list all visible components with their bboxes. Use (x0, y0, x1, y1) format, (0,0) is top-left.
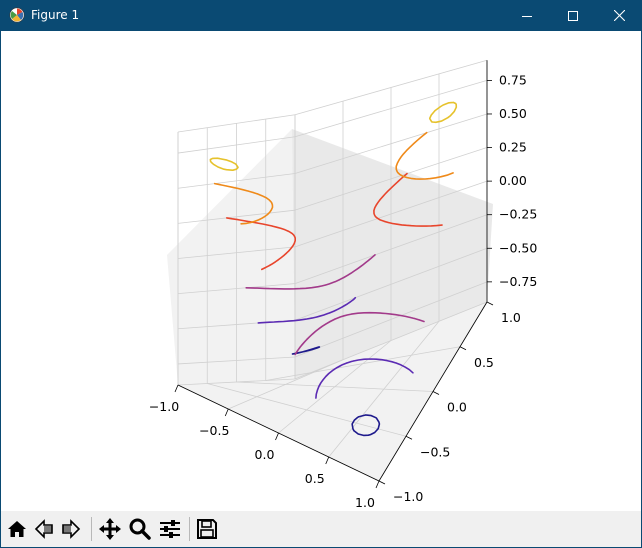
back-arrow-icon (34, 519, 53, 539)
back-grid-line (294, 214, 488, 284)
axis-lines (174, 60, 494, 489)
contour-level-line (257, 296, 414, 399)
forward-button[interactable] (58, 516, 84, 542)
back-button[interactable] (31, 516, 57, 542)
pane-edge (294, 59, 488, 116)
home-button[interactable] (4, 516, 30, 542)
x-tick-mark (275, 432, 279, 441)
z-tick-label: −0.75 (499, 274, 537, 289)
x-tick-mark (174, 384, 179, 393)
y-tick-label: 1.0 (501, 310, 521, 325)
side-grid-line (177, 356, 296, 365)
move-arrows-icon (99, 518, 121, 540)
z-tick-label: 0.50 (499, 106, 527, 121)
matplotlib-logo-icon (9, 7, 25, 23)
maximize-icon (568, 10, 578, 21)
x-tick-label: 1.0 (355, 495, 375, 510)
configure-subplots-button[interactable] (157, 516, 183, 542)
floor-grid-line (236, 381, 434, 392)
back-grid-line (294, 281, 488, 358)
x-tick-label: 0.5 (305, 471, 325, 486)
window-title: Figure 1 (31, 8, 80, 22)
x-tick-mark (375, 480, 380, 489)
side-grid-line (177, 246, 296, 259)
x-tick-mark (224, 408, 229, 417)
save-button[interactable] (194, 516, 220, 542)
y-tick-mark (432, 391, 440, 395)
x-tick-mark (325, 456, 330, 465)
y-tick-mark (405, 435, 413, 440)
floor-grid-line (328, 320, 440, 458)
close-button[interactable] (596, 0, 642, 31)
sliders-icon (160, 520, 180, 538)
floor-grid-line (265, 346, 461, 381)
side-grid-line (177, 209, 296, 224)
zoom-button[interactable] (127, 516, 153, 542)
y-tick-label: 0.5 (474, 355, 494, 370)
toolbar-separator (189, 517, 190, 541)
minimize-icon (522, 15, 532, 17)
x-tick-label: 0.0 (255, 447, 275, 462)
side-grid-line (177, 136, 296, 154)
x-tick-label: −1.0 (149, 399, 179, 414)
back-left-pane (167, 129, 295, 385)
magnifier-icon (129, 518, 151, 540)
contour-lines (209, 101, 458, 437)
floppy-disk-icon (197, 519, 217, 539)
z-tick-label: −0.50 (499, 240, 537, 255)
contour-level-line (226, 172, 443, 271)
y-tick-label: 0.0 (447, 400, 467, 415)
forward-arrow-icon (62, 519, 81, 539)
y-tick-mark (459, 346, 467, 351)
contour-level-line (245, 254, 425, 356)
back-grid-line (294, 80, 488, 138)
pan-button[interactable] (97, 516, 123, 542)
3d-contour-plot[interactable]: −1.0 −0.5 0.0 0.5 1.0 −1.0 −0.5 0.0 0.5 1.0 −0.75 −… (1, 31, 641, 511)
back-grid-line (294, 113, 488, 174)
navigation-toolbar (1, 511, 641, 547)
z-tick-label: 0.75 (499, 72, 527, 87)
back-grid-line (294, 180, 488, 248)
tick-labels: −1.0 −0.5 0.0 0.5 1.0 −1.0 −0.5 0.0 0.5 1.0 −0.75 −… (149, 72, 538, 510)
pane-edge (177, 114, 296, 133)
y-tick-label: −0.5 (420, 444, 450, 459)
contour-level-line (209, 101, 458, 171)
home-icon (8, 521, 26, 537)
x-tick-label: −0.5 (199, 423, 229, 438)
title-bar: Figure 1 (0, 0, 642, 31)
back-grid-line (294, 147, 488, 211)
minimize-button[interactable] (504, 0, 550, 31)
side-grid-line (177, 283, 296, 295)
y-tick-mark (486, 301, 494, 306)
back-grid-line (294, 247, 488, 321)
y-tick-mark (378, 480, 386, 485)
figure-canvas[interactable]: −1.0 −0.5 0.0 0.5 1.0 −1.0 −0.5 0.0 0.5 1.0 −0.75 −… (1, 31, 641, 511)
maximize-button[interactable] (550, 0, 596, 31)
z-tick-label: 0.25 (499, 140, 527, 155)
y-tick-label: −1.0 (393, 489, 423, 504)
side-grid-line (177, 173, 296, 189)
contour-level-line (213, 131, 454, 225)
toolbar-separator (91, 517, 92, 541)
z-tick-label: 0.00 (499, 173, 527, 188)
z-tick-label: −0.25 (499, 207, 537, 222)
floor-pane (178, 302, 487, 481)
close-icon (613, 10, 625, 21)
